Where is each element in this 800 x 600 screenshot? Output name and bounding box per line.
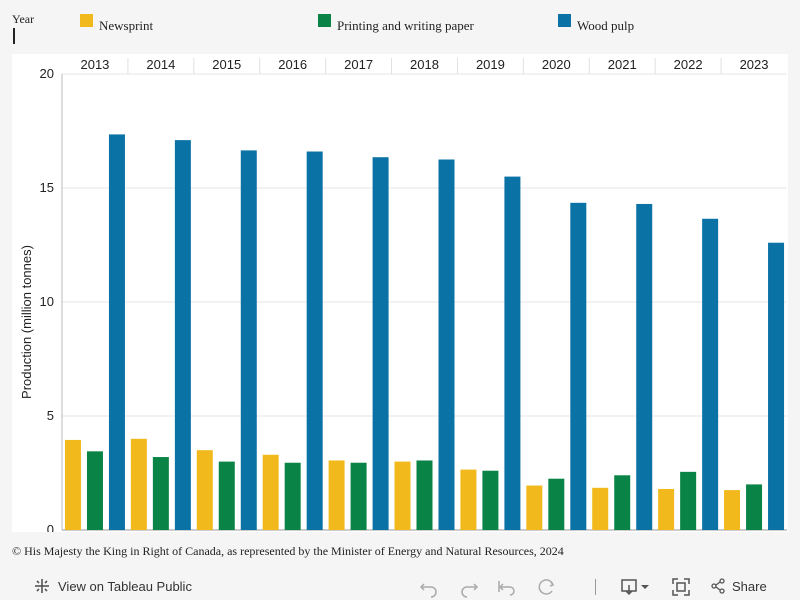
bar-printing-and-writing-paper-2015[interactable] bbox=[218, 461, 235, 530]
printing-paper-swatch bbox=[318, 14, 331, 27]
legend-label: Printing and writing paper bbox=[337, 18, 474, 33]
bar-newsprint-2022[interactable] bbox=[658, 488, 675, 530]
bar-wood-pulp-2018[interactable] bbox=[438, 159, 455, 531]
redo-icon[interactable] bbox=[458, 576, 480, 598]
bar-printing-and-writing-paper-2016[interactable] bbox=[284, 462, 301, 530]
fullscreen-icon[interactable] bbox=[670, 576, 692, 598]
newsprint-swatch bbox=[80, 14, 93, 27]
x-tick-label: 2017 bbox=[344, 57, 373, 72]
bar-printing-and-writing-paper-2022[interactable] bbox=[680, 471, 697, 530]
x-tick-label: 2016 bbox=[278, 57, 307, 72]
bar-newsprint-2016[interactable] bbox=[262, 454, 279, 530]
bar-wood-pulp-2015[interactable] bbox=[240, 150, 257, 530]
bar-newsprint-2020[interactable] bbox=[526, 485, 543, 530]
bar-printing-and-writing-paper-2019[interactable] bbox=[482, 470, 499, 530]
tableau-logo-icon bbox=[35, 579, 49, 593]
bar-printing-and-writing-paper-2014[interactable] bbox=[152, 457, 169, 530]
legend-label: Wood pulp bbox=[577, 18, 635, 33]
legend-label: Newsprint bbox=[99, 18, 154, 33]
wood-pulp-swatch bbox=[558, 14, 571, 27]
bar-printing-and-writing-paper-2018[interactable] bbox=[416, 460, 433, 530]
bar-wood-pulp-2023[interactable] bbox=[768, 242, 785, 530]
x-tick-label: 2023 bbox=[740, 57, 769, 72]
y-tick-label: 0 bbox=[47, 522, 54, 532]
view-link-label: View on Tableau Public bbox=[58, 578, 192, 594]
x-tick-label: 2013 bbox=[80, 57, 109, 72]
x-tick-label: 2022 bbox=[674, 57, 703, 72]
x-tick-label: 2020 bbox=[542, 57, 571, 72]
x-tick-label: 2018 bbox=[410, 57, 439, 72]
share-icon bbox=[711, 578, 725, 594]
y-tick-label: 5 bbox=[47, 408, 54, 423]
bar-wood-pulp-2017[interactable] bbox=[372, 157, 389, 530]
legend-bar: Year Newsprint Printing and writing pape… bbox=[0, 0, 800, 52]
bar-printing-and-writing-paper-2013[interactable] bbox=[86, 451, 103, 530]
share-label: Share bbox=[732, 578, 767, 594]
bar-newsprint-2017[interactable] bbox=[328, 460, 345, 530]
bar-printing-and-writing-paper-2020[interactable] bbox=[548, 478, 565, 530]
bar-newsprint-2015[interactable] bbox=[196, 450, 213, 530]
x-tick-label: 2019 bbox=[476, 57, 505, 72]
toolbar-divider bbox=[595, 579, 596, 595]
x-tick-label: 2015 bbox=[212, 57, 241, 72]
x-tick-label: 2021 bbox=[608, 57, 637, 72]
refresh-icon[interactable] bbox=[534, 576, 556, 598]
bar-newsprint-2021[interactable] bbox=[592, 487, 609, 530]
revert-icon[interactable] bbox=[496, 576, 518, 598]
bar-printing-and-writing-paper-2017[interactable] bbox=[350, 462, 367, 530]
x-tick-label: 2014 bbox=[146, 57, 175, 72]
tableau-toolbar: View on Tableau Public Share bbox=[0, 572, 800, 600]
view-on-tableau-link[interactable]: View on Tableau Public bbox=[34, 577, 192, 595]
bar-wood-pulp-2016[interactable] bbox=[306, 151, 323, 530]
bar-printing-and-writing-paper-2023[interactable] bbox=[746, 484, 763, 530]
bar-wood-pulp-2021[interactable] bbox=[636, 203, 653, 530]
y-axis-label: Production (million tonnes) bbox=[19, 245, 34, 399]
y-tick-label: 20 bbox=[40, 66, 54, 81]
undo-icon[interactable] bbox=[418, 576, 440, 598]
y-tick-label: 10 bbox=[40, 294, 54, 309]
bar-newsprint-2014[interactable] bbox=[130, 438, 147, 530]
bar-wood-pulp-2020[interactable] bbox=[570, 202, 587, 530]
bar-printing-and-writing-paper-2021[interactable] bbox=[614, 475, 631, 530]
year-filter-label: Year bbox=[12, 12, 35, 26]
bar-newsprint-2023[interactable] bbox=[724, 490, 741, 530]
bar-newsprint-2018[interactable] bbox=[394, 461, 411, 530]
chart-panel: 0 5 10 15 20 Production (million tonnes) 2013 2… bbox=[12, 54, 788, 532]
bar-wood-pulp-2019[interactable] bbox=[504, 176, 521, 530]
copyright-credit: © His Majesty the King in Right of Canad… bbox=[12, 544, 564, 558]
share-button[interactable]: Share bbox=[710, 577, 767, 595]
bar-newsprint-2019[interactable] bbox=[460, 469, 477, 530]
download-icon[interactable] bbox=[620, 576, 652, 598]
y-tick-label: 15 bbox=[40, 180, 54, 195]
bar-wood-pulp-2013[interactable] bbox=[108, 134, 125, 531]
production-bar-chart[interactable]: 0 5 10 15 20 Production (million tonnes) 2013 2… bbox=[12, 54, 788, 532]
bar-wood-pulp-2014[interactable] bbox=[174, 140, 191, 530]
bar-newsprint-2013[interactable] bbox=[64, 439, 81, 530]
year-slider-handle[interactable] bbox=[13, 28, 15, 44]
bar-wood-pulp-2022[interactable] bbox=[702, 218, 719, 530]
